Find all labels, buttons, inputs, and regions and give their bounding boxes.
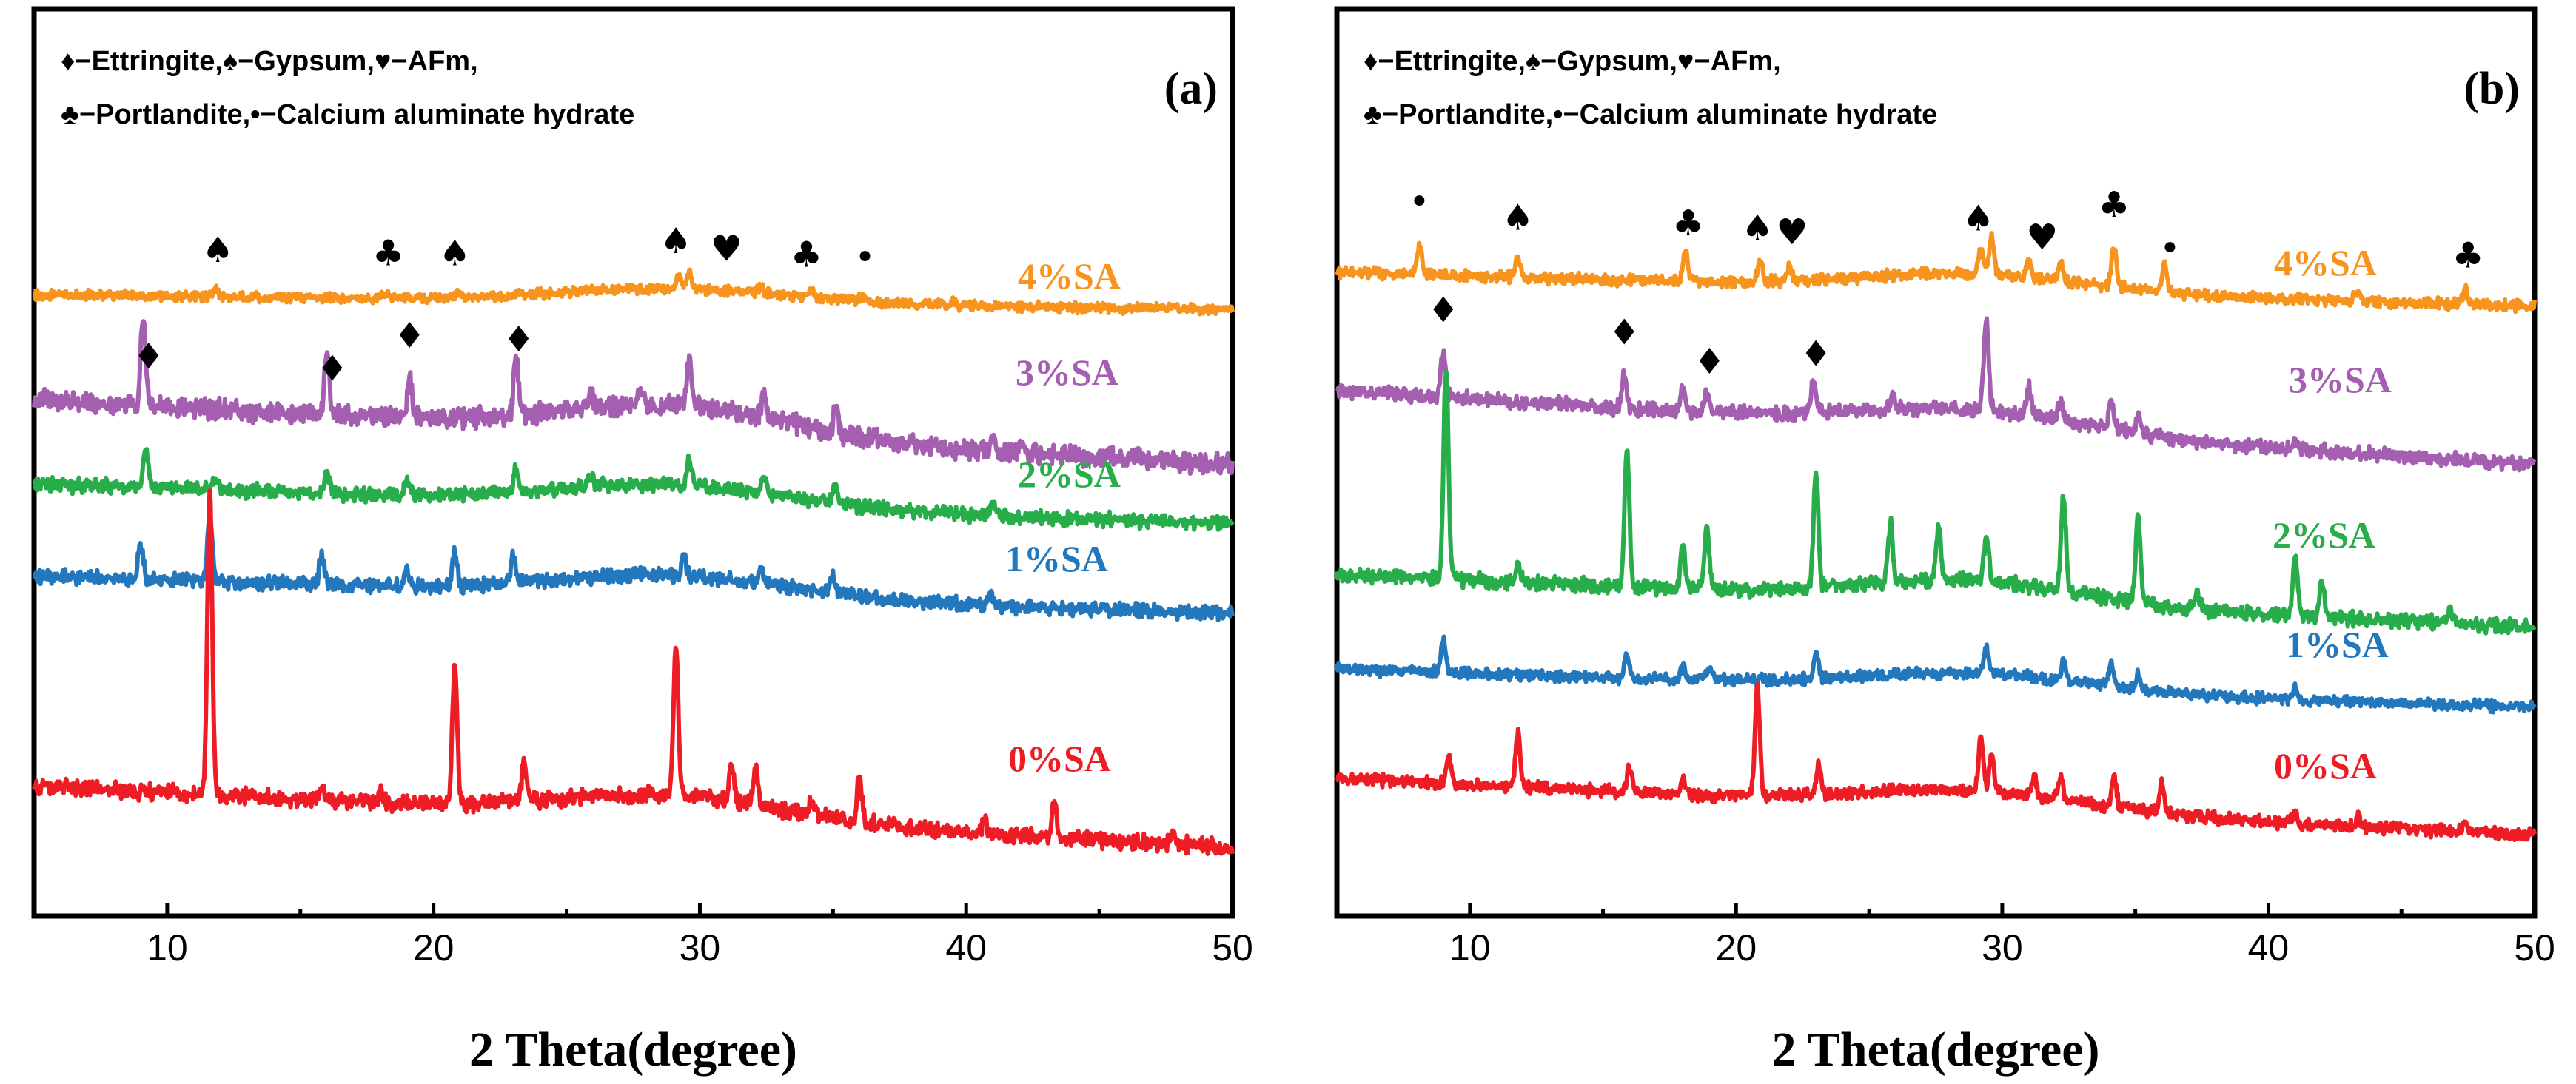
peak-marker: ♦: [1427, 289, 1459, 331]
trace-4pct-SA: [1335, 231, 2537, 314]
trace-3pct-SA: [1335, 316, 2537, 473]
legend-entry: ♦−Ettringite,♠−Gypsum,♥−AFm,: [1364, 46, 1781, 77]
peak-marker: ♦: [1800, 334, 1832, 375]
x-tick-label: 20: [413, 927, 455, 969]
panel-label: (a): [1164, 64, 1218, 114]
x-tick-label: 50: [1212, 927, 1253, 969]
peak-marker: ♥: [1776, 212, 1808, 253]
trace-2pct-SA: [1335, 369, 2537, 636]
peak-marker: ♦: [503, 319, 534, 360]
peak-marker: ♠: [1742, 207, 1774, 249]
panel-b: 10 20 30 40 50 2 Theta(degree) (b) ♦−Ettringite…: [1334, 6, 2555, 1077]
series-label: 0%SA: [1008, 738, 1111, 779]
series-label: 3%SA: [2289, 359, 2392, 400]
peak-marker: ♣: [791, 235, 822, 276]
peak-marker: ♦: [133, 336, 164, 377]
peak-marker: ♦: [1694, 341, 1725, 383]
x-tick-label: 40: [945, 927, 987, 969]
x-tick-label: 10: [1449, 927, 1491, 969]
legend-entry: ♣−Portlandite,•−Calcium aluminate hydrat…: [61, 99, 634, 130]
peak-marker: ♥: [711, 229, 742, 270]
trace-0pct-SA: [32, 488, 1235, 856]
x-axis-label: 2 Theta(degree): [1772, 1023, 2100, 1077]
peak-marker: •: [2159, 228, 2180, 269]
peak-marker: ♦: [316, 348, 348, 389]
trace-1pct-SA: [1335, 634, 2537, 715]
peak-marker: ♠: [439, 233, 471, 275]
peak-marker: ♠: [660, 220, 692, 262]
series-label: 2%SA: [1018, 454, 1121, 495]
legend-entry: ♦−Ettringite,♠−Gypsum,♥−AFm,: [61, 46, 478, 77]
trace-2pct-SA: [32, 447, 1235, 532]
trace-0pct-SA: [1335, 681, 2537, 842]
peak-marker: ♣: [2452, 235, 2484, 277]
x-tick-label: 30: [680, 927, 721, 969]
trace-1pct-SA: [33, 508, 1235, 623]
panel-label: (b): [2463, 64, 2520, 114]
peak-marker: ♦: [394, 315, 426, 357]
trace-3pct-SA: [32, 319, 1235, 476]
peak-marker: ♠: [202, 229, 234, 271]
peak-marker: ♥: [2026, 217, 2058, 258]
trace-4pct-SA: [33, 267, 1235, 317]
peak-marker: ♦: [1609, 312, 1640, 354]
x-tick-label: 20: [1716, 927, 1757, 969]
x-tick-label: 50: [2514, 927, 2555, 969]
series-label: 3%SA: [1016, 351, 1118, 393]
series-label: 1%SA: [1005, 538, 1108, 579]
series-label: 4%SA: [1018, 255, 1121, 297]
peak-marker: ♠: [1962, 198, 1994, 239]
panel-a: 10 20 30 40 50 2 Theta(degree) (a) ♦−Ettringite…: [31, 6, 1253, 1077]
x-tick-label: 10: [147, 927, 188, 969]
series-label: 0%SA: [2274, 745, 2377, 787]
peak-marker: ♣: [2098, 184, 2130, 226]
x-tick-label: 30: [1982, 927, 2023, 969]
x-axis-label: 2 Theta(degree): [469, 1023, 797, 1077]
peak-marker: ♠: [1502, 198, 1534, 239]
series-label: 4%SA: [2274, 242, 2377, 283]
series-label: 2%SA: [2273, 514, 2375, 556]
series-label: 1%SA: [2286, 624, 2389, 665]
x-tick-label: 40: [2248, 927, 2290, 969]
peak-marker: ♣: [1672, 203, 1704, 244]
peak-marker: ♣: [372, 233, 404, 275]
peak-marker: •: [1409, 181, 1429, 223]
legend-entry: ♣−Portlandite,•−Calcium aluminate hydrat…: [1364, 99, 1937, 130]
peak-marker: •: [854, 237, 875, 278]
